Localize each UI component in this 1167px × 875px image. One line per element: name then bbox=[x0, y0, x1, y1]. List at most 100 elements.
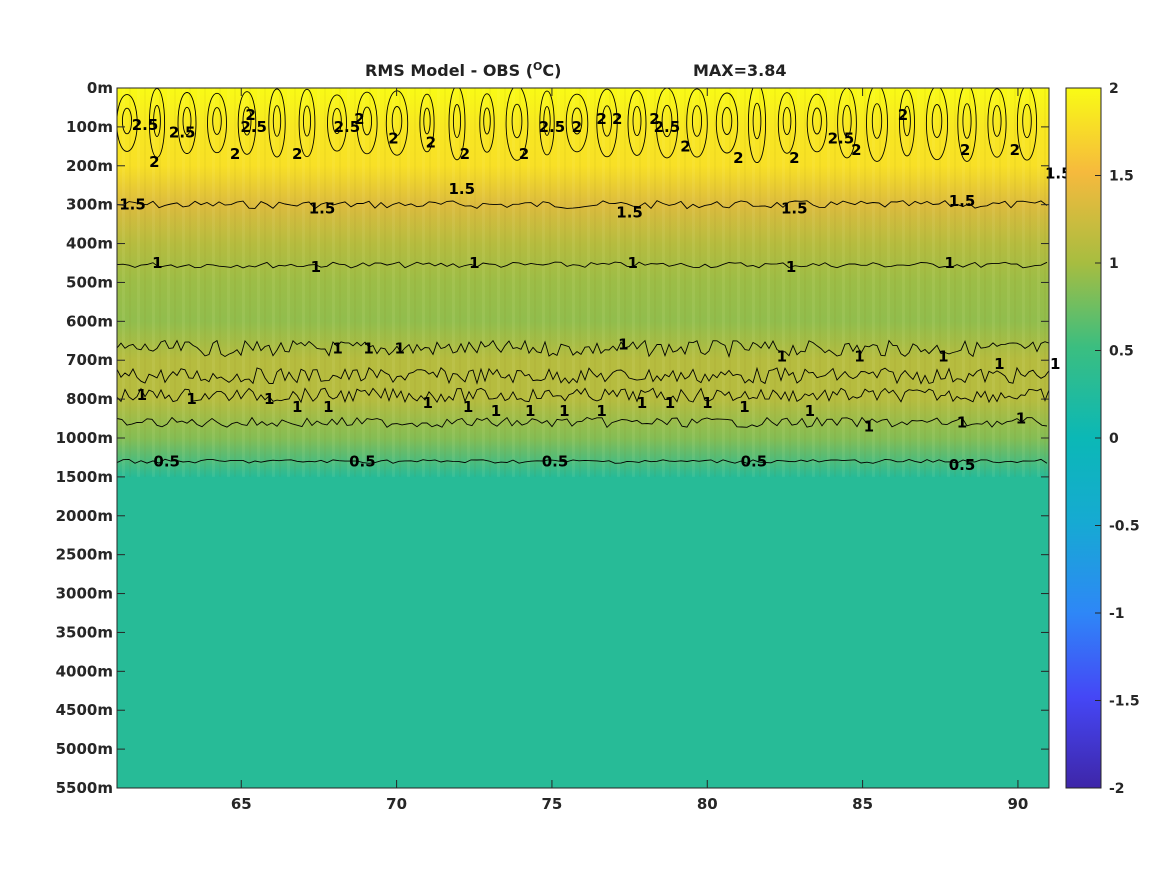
colorbar-axis: 2 1.5 1 0.5 0 -0.5 -1 -1.5 -2 bbox=[1095, 81, 1140, 797]
contour-loop-2 bbox=[419, 93, 435, 153]
y-axis: 0m 100m 200m 300m 400m 500m 600m 700m 800m 1000m 1… bbox=[56, 79, 1049, 797]
y-tick-label: 3000m bbox=[56, 585, 113, 603]
contour-loop-2 bbox=[148, 88, 166, 158]
contour-label: 1 bbox=[618, 336, 628, 354]
contour-loop-2.5 bbox=[903, 105, 911, 137]
contour-label: 1.5 bbox=[781, 200, 808, 218]
contour-label: 2 bbox=[354, 110, 364, 128]
contour-label: 2.5 bbox=[654, 118, 681, 136]
contour-label: 1 bbox=[152, 254, 162, 272]
chart-title: RMS Model - OBS (OC) bbox=[365, 60, 561, 80]
y-tick-label: 4000m bbox=[56, 662, 113, 680]
contour-lines bbox=[117, 88, 1049, 464]
contour-line-1-mid-a bbox=[117, 339, 1049, 359]
contour-label: 1 bbox=[559, 402, 569, 420]
contour-loop-2.5 bbox=[153, 105, 161, 137]
contour-label: 1 bbox=[137, 386, 147, 404]
contour-label: 1 bbox=[777, 347, 787, 365]
contour-label: 2.5 bbox=[240, 118, 267, 136]
y-tick-label: 800m bbox=[66, 390, 113, 408]
contour-label: 1 bbox=[1050, 355, 1060, 373]
x-tick-label: 85 bbox=[852, 795, 873, 813]
contour-loop-2.5 bbox=[992, 105, 1002, 137]
contour-line-1-mid-b bbox=[117, 366, 1049, 385]
contour-label: 2.5 bbox=[169, 124, 196, 142]
x-tick-label: 70 bbox=[386, 795, 407, 813]
contour-label: 1 bbox=[994, 355, 1004, 373]
heatmap-texture bbox=[117, 88, 1049, 477]
contour-loop-2.5 bbox=[931, 104, 943, 138]
contour-loop-2.5 bbox=[511, 103, 523, 139]
contour-label: 1 bbox=[854, 347, 864, 365]
contour-loop-2 bbox=[686, 88, 708, 158]
contour-loop-2 bbox=[866, 88, 888, 162]
y-tick-label: 5000m bbox=[56, 740, 113, 758]
contour-label: 0.5 bbox=[741, 452, 768, 470]
contour-label: 1 bbox=[469, 254, 479, 272]
contour-label: 2 bbox=[680, 137, 690, 155]
contour-loop-2.5 bbox=[661, 104, 673, 138]
x-axis: 65 70 75 80 85 90 bbox=[231, 88, 1028, 813]
contour-loop-2 bbox=[777, 92, 797, 154]
contour-label: 2 bbox=[596, 110, 606, 128]
contour-loop-2 bbox=[715, 92, 739, 154]
y-tick-label: 2500m bbox=[56, 546, 113, 564]
colorbar-tick-label: 0 bbox=[1109, 431, 1119, 447]
contour-label: 1 bbox=[944, 254, 954, 272]
contour-label: 1 bbox=[665, 394, 675, 412]
y-tick-label: 2000m bbox=[56, 507, 113, 525]
contour-line-1-lower bbox=[117, 416, 1048, 429]
contour-loop-2 bbox=[177, 92, 197, 154]
max-label: MAX=3.84 bbox=[693, 61, 787, 80]
contour-loop-2.5 bbox=[212, 107, 222, 135]
contour-label: 2 bbox=[460, 145, 470, 163]
contour-label: 1 bbox=[363, 340, 373, 358]
contour-loop-2.5 bbox=[752, 102, 762, 140]
y-tick-label: 1500m bbox=[56, 468, 113, 486]
contour-label: 1 bbox=[264, 390, 274, 408]
contour-loop-2.5 bbox=[543, 106, 551, 136]
contour-label: 2 bbox=[519, 145, 529, 163]
contour-loop-2 bbox=[565, 93, 589, 153]
contour-loop-2.5 bbox=[632, 105, 642, 137]
contour-loop-2 bbox=[987, 88, 1007, 158]
contour-loop-2 bbox=[925, 88, 949, 161]
contour-loop-2 bbox=[448, 88, 466, 161]
contour-label: 1.5 bbox=[616, 203, 643, 221]
contour-label: 1 bbox=[422, 394, 432, 412]
contour-label: 1.5 bbox=[1045, 165, 1072, 183]
contour-loop-2.5 bbox=[361, 106, 373, 136]
contour-label: 1 bbox=[938, 347, 948, 365]
colorbar-tick-label: -1 bbox=[1109, 606, 1125, 622]
contour-loop-2 bbox=[327, 94, 347, 152]
contour-label: 1 bbox=[637, 394, 647, 412]
y-tick-label: 3500m bbox=[56, 623, 113, 641]
contour-label: 1 bbox=[463, 398, 473, 416]
contour-loop-2.5 bbox=[423, 107, 431, 135]
colorbar-tick-label: 1 bbox=[1109, 256, 1119, 272]
contour-line-1.5 bbox=[117, 200, 1048, 210]
contour-label: 0.5 bbox=[542, 452, 569, 470]
contour-loop-2.5 bbox=[601, 105, 613, 137]
contour-loop-2 bbox=[237, 91, 257, 155]
contour-label: 1 bbox=[957, 413, 967, 431]
contour-label: 1 bbox=[864, 417, 874, 435]
contour-label: 1 bbox=[739, 398, 749, 416]
contour-loop-2 bbox=[806, 93, 828, 153]
contour-loop-2 bbox=[747, 88, 767, 164]
contour-label: 1 bbox=[332, 340, 342, 358]
contour-loop-2.5 bbox=[182, 106, 192, 136]
y-tick-label: 1000m bbox=[56, 429, 113, 447]
contour-label: 2.5 bbox=[539, 118, 566, 136]
x-tick-label: 65 bbox=[231, 795, 252, 813]
x-tick-label: 75 bbox=[541, 795, 562, 813]
contour-label: 1.5 bbox=[949, 192, 976, 210]
y-tick-label: 700m bbox=[66, 351, 113, 369]
y-tick-label: 0m bbox=[87, 79, 113, 97]
contour-loop-2 bbox=[899, 89, 915, 157]
colorbar-tick-label: -2 bbox=[1109, 781, 1125, 797]
contour-label: 1 bbox=[323, 398, 333, 416]
contour-label: 2 bbox=[733, 149, 743, 167]
contour-label: 2.5 bbox=[334, 118, 361, 136]
